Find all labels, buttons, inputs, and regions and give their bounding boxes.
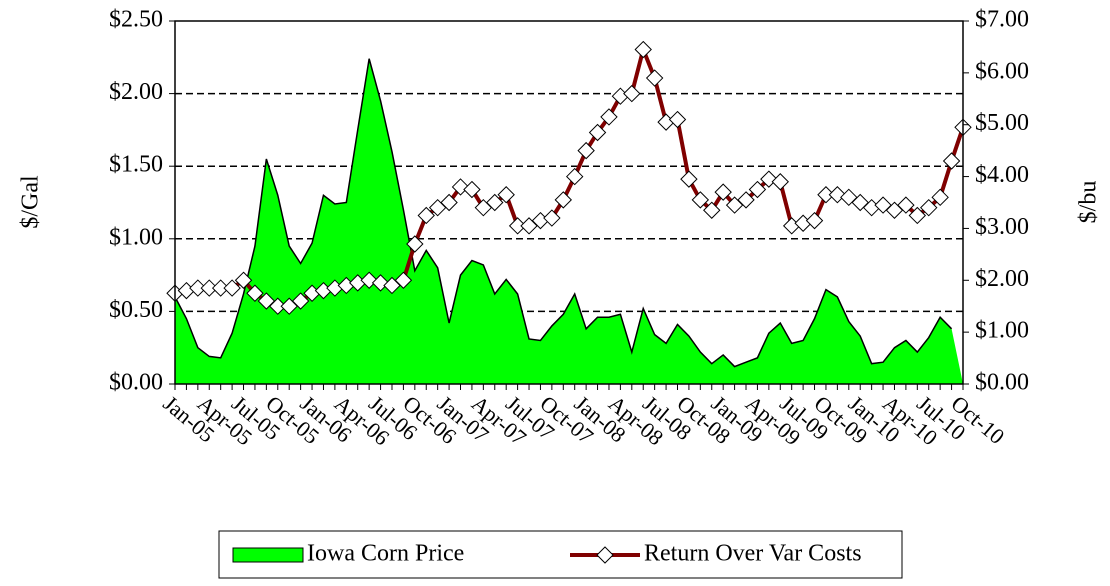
marker: [257, 292, 276, 310]
y2-tick-label: $0.00: [975, 370, 1029, 396]
marker: [189, 279, 207, 297]
y2-tick-label: $5.00: [975, 110, 1029, 136]
marker: [634, 40, 652, 59]
marker: [691, 191, 710, 209]
marker: [234, 271, 253, 289]
y2-tick-label: $1.00: [975, 318, 1029, 344]
y-tick-label: $0.00: [109, 370, 163, 396]
marker: [543, 209, 561, 227]
marker: [200, 279, 218, 297]
marker: [600, 108, 618, 126]
marker: [508, 217, 527, 235]
marker: [645, 69, 664, 87]
marker: [394, 271, 413, 289]
legend-label: Return Over Var Costs: [644, 541, 862, 567]
marker: [577, 141, 595, 160]
legend-label: Iowa Corn Price: [307, 541, 464, 567]
y2-axis-title: $/bu: [1076, 181, 1102, 224]
legend-swatch: [232, 547, 304, 563]
area-fill: [175, 58, 963, 384]
marker: [817, 186, 835, 204]
marker: [805, 211, 824, 230]
marker: [211, 279, 230, 297]
marker: [908, 206, 927, 225]
area-outline: [174, 58, 953, 368]
marker: [451, 178, 470, 196]
marker: [406, 235, 424, 253]
marker: [554, 191, 572, 209]
marker: [931, 188, 949, 207]
marker: [417, 206, 435, 225]
marker: [497, 186, 515, 204]
y-tick-label: $2.00: [109, 79, 163, 105]
legend-box: [218, 530, 903, 579]
marker: [748, 180, 767, 199]
marker: [360, 271, 378, 289]
marker: [737, 191, 755, 209]
y-axis-title: $/Gal: [18, 175, 44, 229]
y-tick-label: $1.50: [109, 152, 163, 178]
marker: [874, 196, 892, 214]
marker: [828, 186, 847, 204]
marker: [371, 274, 390, 292]
marker: [588, 123, 607, 142]
marker: [668, 110, 687, 129]
marker: [920, 198, 938, 217]
y2-tick-label: $7.00: [975, 7, 1029, 33]
marker: [942, 152, 961, 170]
marker: [269, 297, 287, 315]
marker: [897, 196, 915, 214]
plot-border: [174, 20, 964, 385]
marker: [291, 292, 310, 310]
marker: [714, 183, 732, 201]
marker: [623, 84, 641, 103]
marker: [440, 193, 458, 212]
y2-tick-label: $3.00: [975, 214, 1029, 240]
marker: [680, 170, 698, 188]
y2-tick-label: $2.00: [975, 266, 1029, 292]
marker: [223, 279, 241, 297]
marker: [760, 170, 778, 188]
y2-tick-label: $6.00: [975, 58, 1029, 84]
y-tick-label: $2.50: [109, 7, 163, 33]
y-tick-label: $1.00: [109, 224, 163, 250]
marker: [703, 201, 721, 219]
y2-tick-label: $4.00: [975, 162, 1029, 188]
marker: [246, 284, 264, 302]
marker: [771, 173, 789, 191]
marker: [566, 167, 584, 186]
marker: [463, 180, 481, 199]
marker: [486, 193, 504, 212]
y-tick-label: $0.50: [109, 297, 163, 323]
legend-marker: [596, 546, 614, 564]
